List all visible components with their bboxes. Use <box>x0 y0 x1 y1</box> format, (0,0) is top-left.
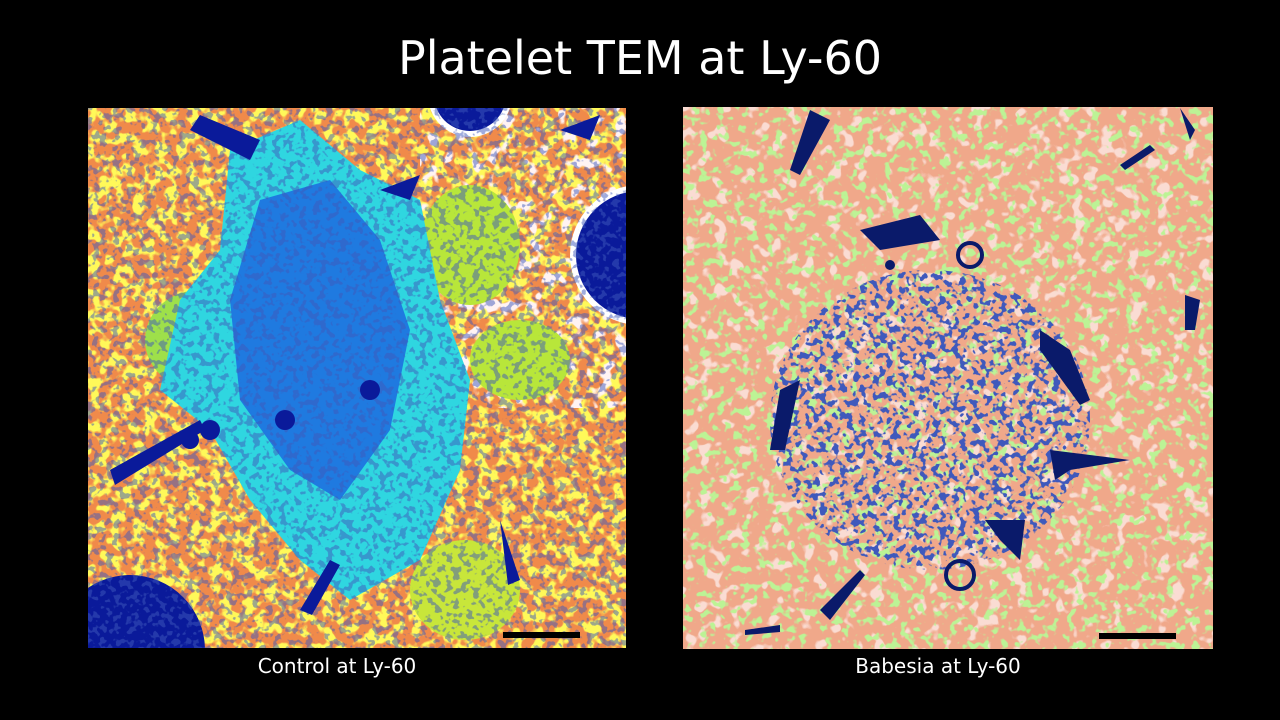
slide-title: Platelet TEM at Ly-60 <box>398 31 882 85</box>
control-image <box>88 108 626 648</box>
panel-caption: Babesia at Ly-60 <box>855 654 1020 678</box>
panel-caption: Control at Ly-60 <box>258 654 417 678</box>
babesia-image <box>683 107 1213 649</box>
